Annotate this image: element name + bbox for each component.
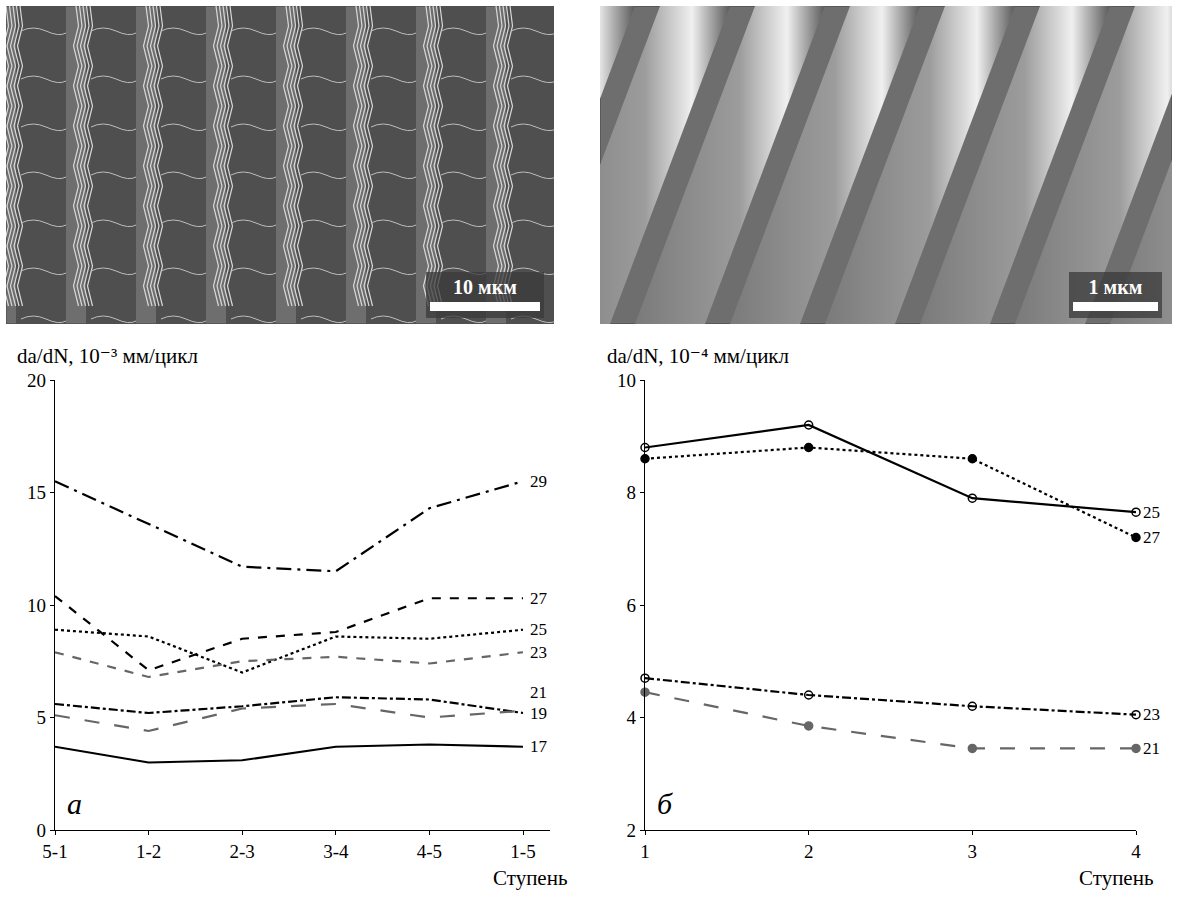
svg-text:2: 2 [804, 841, 814, 862]
svg-text:0: 0 [37, 820, 47, 841]
svg-text:15: 15 [27, 482, 46, 503]
svg-text:10: 10 [617, 370, 636, 391]
svg-text:19: 19 [530, 704, 547, 723]
svg-text:10: 10 [27, 595, 46, 616]
svg-text:10 мкм: 10 мкм [453, 276, 517, 298]
svg-text:8: 8 [627, 482, 637, 503]
svg-text:3-4: 3-4 [323, 841, 349, 862]
svg-text:20: 20 [27, 370, 46, 391]
svg-text:1 мкм: 1 мкм [1089, 276, 1143, 298]
svg-text:5-1: 5-1 [42, 841, 67, 862]
svg-text:27: 27 [1143, 528, 1161, 547]
svg-text:17: 17 [530, 737, 548, 756]
svg-text:25: 25 [1143, 503, 1160, 522]
svg-text:23: 23 [530, 643, 547, 662]
svg-text:1-2: 1-2 [136, 841, 161, 862]
svg-text:б: б [657, 787, 673, 820]
svg-text:4-5: 4-5 [417, 841, 442, 862]
svg-text:25: 25 [530, 620, 547, 639]
svg-text:4: 4 [1131, 841, 1141, 862]
svg-text:а: а [67, 787, 82, 820]
svg-text:Ступень: Ступень [493, 866, 568, 890]
svg-text:2-3: 2-3 [230, 841, 255, 862]
svg-text:27: 27 [530, 589, 548, 608]
svg-text:2: 2 [627, 820, 637, 841]
svg-text:21: 21 [1143, 739, 1160, 758]
svg-text:5: 5 [37, 707, 47, 728]
svg-text:21: 21 [530, 683, 547, 702]
svg-text:1: 1 [640, 841, 650, 862]
svg-text:4: 4 [627, 707, 637, 728]
svg-text:29: 29 [530, 472, 547, 491]
svg-text:6: 6 [627, 595, 637, 616]
svg-text:Ступень: Ступень [1079, 866, 1154, 890]
svg-text:3: 3 [968, 841, 978, 862]
svg-text:1-5: 1-5 [510, 841, 535, 862]
svg-text:da/dN, 10⁻³ мм/цикл: da/dN, 10⁻³ мм/цикл [17, 344, 198, 368]
svg-text:da/dN, 10⁻⁴ мм/цикл: da/dN, 10⁻⁴ мм/цикл [607, 344, 789, 368]
svg-text:23: 23 [1143, 705, 1160, 724]
